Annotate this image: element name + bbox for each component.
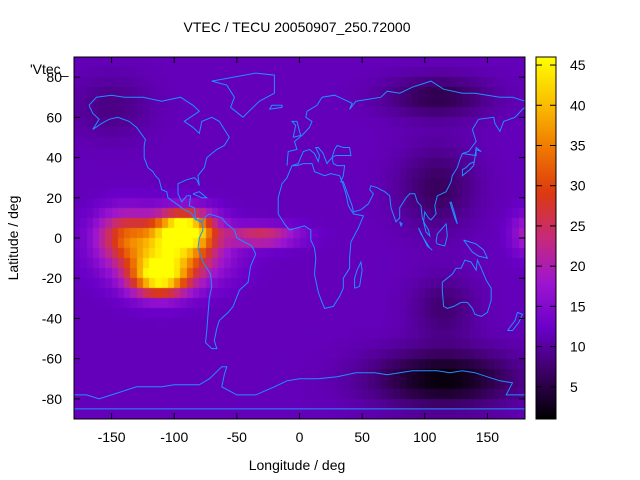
coastline-segment <box>286 80 526 166</box>
y-axis: -80 -60 -40 -20 0 20 40 60 80 <box>42 69 525 407</box>
coastline-segment <box>461 146 482 177</box>
coastline-segment <box>291 106 526 238</box>
y-axis-label: Latitude / deg <box>5 196 21 281</box>
coastline-segment <box>418 227 433 251</box>
x-tick-label: 50 <box>354 429 370 445</box>
colorbar-tick-label: 30 <box>570 178 586 194</box>
coastline-segment <box>74 366 525 400</box>
y-tick-label: -20 <box>42 270 62 286</box>
coastline-segment <box>192 191 209 199</box>
coastline-segment <box>211 72 275 118</box>
y-tick-label: 80 <box>46 69 62 85</box>
coastline-segment <box>268 104 283 110</box>
y-tick-label: 40 <box>46 150 62 166</box>
x-tick-label: 150 <box>476 429 500 445</box>
heatmap <box>74 57 525 419</box>
x-tick-label: 100 <box>413 429 437 445</box>
x-tick-label: 0 <box>296 429 304 445</box>
colorbar-tick-label: 10 <box>570 339 586 355</box>
coastline-segment <box>88 94 230 223</box>
y-tick-label: 20 <box>46 190 62 206</box>
x-axis: -150 -100 -50 0 50 100 150 <box>98 57 500 445</box>
coastline-segment <box>441 258 492 317</box>
colorbar-tick-label: 35 <box>570 137 586 153</box>
coastline-segment <box>507 311 524 331</box>
coastline-segment <box>463 239 489 259</box>
colorbar-tick-label: 20 <box>570 258 586 274</box>
coastline-segment <box>449 201 458 225</box>
x-tick-label: -100 <box>160 429 188 445</box>
x-tick-label: -150 <box>98 429 126 445</box>
x-axis-label: Longitude / deg <box>249 457 346 473</box>
coastline-segment <box>399 221 403 228</box>
chart-title: VTEC / TECU 20050907_250.72000 <box>183 19 410 35</box>
y-tick-label: 0 <box>54 230 62 246</box>
colorbar-axis: 5 10 15 20 25 30 35 40 45 <box>536 57 586 395</box>
y-tick-label: -60 <box>42 351 62 367</box>
y-tick-label: -80 <box>42 391 62 407</box>
coastline-segment <box>277 163 365 309</box>
coastline-segment <box>290 120 302 138</box>
colorbar-tick-label: 45 <box>570 57 586 73</box>
coastline-segment <box>354 260 363 289</box>
colorbar-tick-label: 5 <box>570 379 578 395</box>
colorbar-tick-label: 40 <box>570 97 586 113</box>
colorbar-tick-label: 25 <box>570 218 586 234</box>
vtec-raster <box>74 57 525 419</box>
colorbar <box>535 56 557 420</box>
colorbar-tick-label: 15 <box>570 298 586 314</box>
x-tick-label: -50 <box>227 429 247 445</box>
coastline-segment <box>435 222 448 247</box>
y-tick-label: -40 <box>42 310 62 326</box>
coastlines <box>74 72 526 410</box>
y-tick-label: 60 <box>46 109 62 125</box>
coastline-segment <box>197 213 257 350</box>
legend-key: 'Vtec_ <box>30 61 69 77</box>
